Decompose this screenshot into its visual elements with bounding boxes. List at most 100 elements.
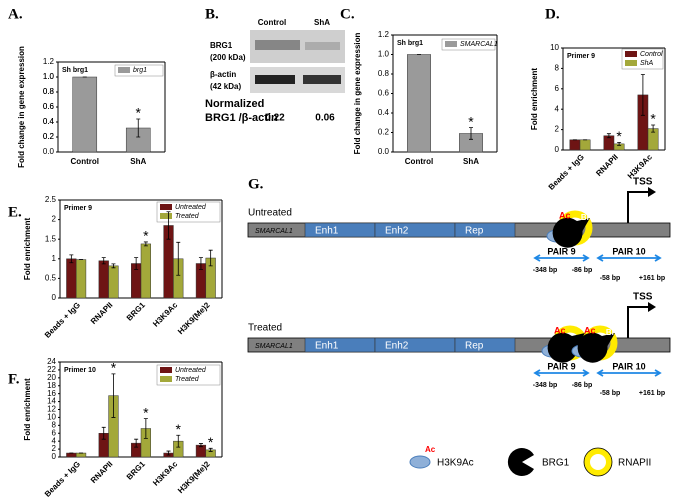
normalized-value: 0.22: [265, 113, 285, 124]
ac-label: Ac: [584, 325, 596, 335]
x-tick-label: Beads + IgG: [43, 460, 82, 499]
row-label: Untreated: [248, 208, 292, 219]
y-tick-label: 14: [47, 397, 56, 406]
x-tick-label: H3K9(Me)2: [176, 459, 212, 495]
legend-label: Treated: [175, 213, 200, 220]
regulatory-region: [454, 337, 516, 353]
y-tick-label: 1.0: [43, 72, 55, 81]
annotation: Sh brg1: [62, 67, 88, 74]
x-tick-label: RNAPII: [89, 460, 115, 486]
bar: [75, 452, 87, 458]
y-tick-label: 0.8: [43, 87, 55, 96]
significance-mark: *: [143, 404, 149, 420]
bar: [407, 54, 431, 153]
error-bar: [176, 241, 181, 276]
legend-label: ShA: [640, 60, 654, 67]
y-tick-label: 0.8: [378, 69, 390, 78]
bar: [108, 265, 119, 299]
y-tick-label: 0.2: [378, 128, 390, 137]
error-bar: [101, 257, 106, 265]
y-tick-label: 2: [52, 215, 57, 224]
x-tick-label: BRG1: [125, 300, 147, 322]
legend-label: BRG1: [542, 458, 570, 469]
legend-label: Control: [640, 51, 663, 58]
normalized-value: 0.06: [315, 113, 335, 124]
y-tick-label: 12: [47, 405, 56, 414]
y-tick-label: 0: [555, 145, 560, 154]
ac-label: Ac: [559, 210, 571, 220]
diagram-legend: Ac H3K9Ac BRG1 RNAPII: [409, 445, 651, 477]
error-bar: [208, 447, 213, 452]
legend-label: Treated: [175, 376, 200, 383]
bar: [66, 452, 77, 458]
x-tick-label: BRG1: [125, 459, 147, 481]
position-label: +161 bp: [639, 390, 665, 397]
band-label: (42 kDa): [210, 82, 241, 91]
annotation: Primer 9: [567, 53, 595, 60]
legend-box: [114, 64, 164, 77]
position-label: -58 bp: [600, 390, 621, 397]
band-label: BRG1: [210, 41, 233, 50]
legend-swatch: [445, 41, 457, 47]
band-label: (200 kDa): [210, 53, 246, 62]
position-label: -348 bp: [533, 267, 558, 274]
tss-label: TSS: [633, 177, 653, 188]
y-tick-label: 1.2: [378, 30, 390, 39]
y-tick-label: 4: [52, 436, 57, 445]
blot-band: [303, 75, 341, 84]
error-bar: [69, 254, 74, 264]
error-bar: [101, 426, 106, 440]
significance-mark: *: [616, 128, 622, 144]
region-label: Rep: [465, 341, 484, 352]
position-label: -86 bp: [572, 382, 593, 389]
error-bar: [469, 127, 473, 140]
y-tick-label: 2: [555, 125, 560, 134]
pair-label: PAIR 10: [612, 361, 645, 371]
tss-label: TSS: [633, 292, 653, 303]
significance-mark: *: [143, 228, 149, 244]
y-tick-label: 1.5: [45, 234, 57, 243]
brg1-icon: [552, 217, 590, 248]
region-label: Rep: [465, 226, 484, 237]
x-tick-label: H3K9Ac: [151, 300, 179, 328]
brg1-label: BRG1: [581, 213, 604, 222]
x-tick-label: Control: [405, 157, 433, 166]
error-bar: [136, 118, 141, 138]
x-tick-label: Control: [71, 157, 99, 166]
region-label: Enh1: [315, 226, 339, 237]
error-bar: [176, 434, 181, 448]
x-tick-label: ShA: [130, 157, 146, 166]
legend-box: [441, 38, 496, 51]
error-bar: [134, 257, 139, 270]
brg1-icon: [577, 332, 615, 363]
error-bar: [166, 211, 171, 240]
y-tick-label: 0.4: [43, 117, 55, 126]
error-bar: [143, 418, 148, 439]
legend-label: RNAPII: [618, 458, 651, 469]
normalized-label: BRG1 /β-actin: [205, 112, 278, 124]
x-tick-label: ShA: [463, 157, 479, 166]
y-tick-label: 10: [47, 413, 56, 422]
y-axis-label: Fold change in gene expression: [353, 32, 362, 154]
y-tick-label: 16: [47, 389, 56, 398]
x-tick-label: RNAPII: [89, 301, 115, 327]
significance-mark: *: [650, 111, 656, 127]
panel-label: G.: [248, 176, 264, 192]
normalized-label: Normalized: [205, 98, 264, 110]
panel-label: B.: [205, 6, 219, 22]
blot-band: [255, 75, 295, 84]
region-label: Enh2: [385, 226, 409, 237]
tss-arrow: [627, 306, 648, 338]
error-bar: [208, 249, 213, 267]
position-label: -58 bp: [600, 275, 621, 282]
brg1-icon: [547, 332, 585, 363]
legend-label: H3K9Ac: [437, 458, 474, 469]
panel-label: A.: [8, 6, 23, 22]
position-label: -86 bp: [572, 267, 593, 274]
error-bar: [606, 133, 611, 139]
significance-mark: *: [208, 434, 214, 450]
bar: [75, 259, 87, 299]
y-tick-label: 0.6: [378, 89, 390, 98]
y-tick-label: 1.0: [378, 50, 390, 59]
ac-label: Ac: [425, 445, 436, 454]
